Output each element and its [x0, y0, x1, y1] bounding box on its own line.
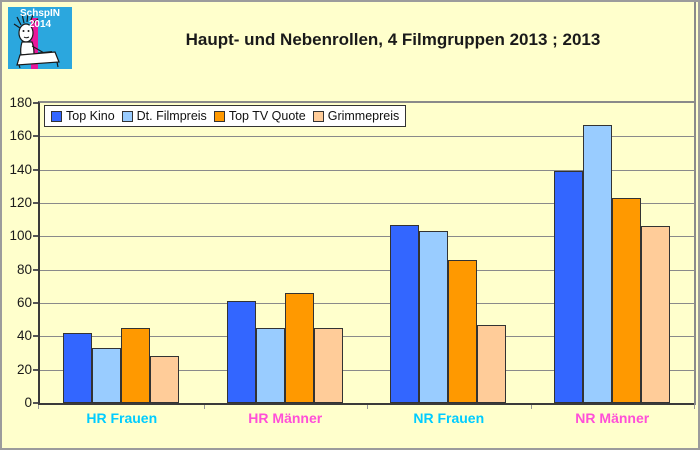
- gridline-60: [40, 303, 694, 304]
- legend-swatch-dt-filmpreis: [121, 110, 133, 122]
- legend-item: Dt. Filmpreis: [121, 109, 207, 123]
- gridline-100: [40, 236, 694, 238]
- y-tick-mark-140: [33, 168, 38, 171]
- legend-label: Top TV Quote: [228, 109, 306, 123]
- chart-title: Haupt- und Nebenrollen, 4 Filmgruppen 20…: [185, 30, 601, 49]
- bar-dt-filmpreis-4: [582, 125, 612, 403]
- schspin-logo: SchspIN 2014: [8, 7, 72, 69]
- legend-item: Top Kino: [51, 109, 115, 123]
- gridline-40: [40, 336, 694, 338]
- bar-top-kino-4: [553, 171, 583, 403]
- y-tick-mark-60: [33, 302, 38, 304]
- legend-label: Top Kino: [66, 109, 115, 123]
- y-tick-mark-120: [33, 202, 38, 204]
- bar-top-kino-1: [63, 333, 92, 403]
- bar-dt-filmpreis-1: [92, 348, 121, 403]
- y-tick-label-0: 0: [24, 395, 32, 410]
- legend-swatch-top-tv-quote: [213, 110, 225, 122]
- y-tick-mark-160: [33, 135, 38, 138]
- legend-item: Grimmepreis: [312, 109, 400, 123]
- y-tick-label-140: 140: [9, 161, 32, 177]
- gridline-80: [40, 269, 694, 271]
- x-tick-mark-0: [38, 405, 39, 409]
- y-tick-label-120: 120: [9, 195, 32, 210]
- writer-cartoon-illustration: [8, 7, 72, 69]
- bar-grimmepreis-4: [640, 226, 670, 403]
- bar-dt-filmpreis-2: [255, 328, 285, 403]
- bar-top-tv-quote-1: [121, 328, 150, 403]
- x-axis-label-hr-m-nner: HR Männer: [248, 410, 323, 426]
- y-tick-mark-100: [33, 235, 38, 238]
- bar-top-tv-quote-3: [448, 260, 477, 403]
- gridline-120: [40, 203, 694, 204]
- plot-area: Top Kino Dt. Filmpreis Top TV Quote Grimmep…: [38, 101, 694, 405]
- x-tick-mark-3: [530, 405, 532, 409]
- y-tick-mark-0: [33, 402, 38, 404]
- bar-grimmepreis-1: [150, 356, 179, 403]
- legend: Top Kino Dt. Filmpreis Top TV Quote Grimmep…: [44, 105, 407, 127]
- y-tick-label-100: 100: [9, 228, 32, 244]
- y-tick-label-80: 80: [16, 261, 32, 277]
- legend-item: Top TV Quote: [213, 109, 306, 123]
- y-tick-label-60: 60: [16, 295, 32, 310]
- plot-right-border: [694, 2, 696, 405]
- y-tick-label-40: 40: [16, 328, 32, 344]
- x-axis-label-nr-frauen: NR Frauen: [413, 410, 485, 426]
- legend-swatch-top-kino: [51, 110, 62, 122]
- gridline-140: [40, 169, 694, 171]
- x-axis-label-nr-m-nner: NR Männer: [575, 410, 650, 426]
- bar-top-tv-quote-2: [284, 293, 314, 403]
- bar-top-kino-3: [390, 225, 419, 403]
- gridline-20: [40, 369, 694, 371]
- legend-label: Dt. Filmpreis: [136, 109, 207, 123]
- bar-grimmepreis-2: [313, 328, 343, 403]
- x-tick-mark-4: [694, 405, 695, 409]
- gridline-160: [40, 136, 694, 138]
- bar-top-tv-quote-4: [611, 198, 641, 403]
- x-tick-mark-1: [203, 405, 205, 409]
- legend-label: Grimmepreis: [327, 109, 400, 123]
- y-tick-mark-20: [33, 368, 38, 371]
- x-axis-labels: HR Frauen HR Männer NR Frauen NR Männer: [40, 410, 694, 426]
- x-axis-label-hr-frauen: HR Frauen: [86, 410, 158, 426]
- logo-text: SchspIN 2014: [19, 8, 60, 30]
- y-tick-mark-40: [33, 335, 38, 338]
- y-tick-label-180: 180: [9, 95, 32, 110]
- y-tick-label-160: 160: [9, 128, 32, 144]
- y-tick-mark-80: [33, 268, 38, 271]
- bar-top-kino-2: [226, 301, 256, 403]
- y-tick-label-20: 20: [16, 361, 32, 377]
- legend-swatch-grimmepreis: [312, 110, 324, 122]
- bar-dt-filmpreis-3: [419, 231, 448, 403]
- x-tick-mark-2: [367, 405, 368, 409]
- y-tick-mark-180: [33, 102, 38, 104]
- bar-grimmepreis-3: [477, 325, 506, 403]
